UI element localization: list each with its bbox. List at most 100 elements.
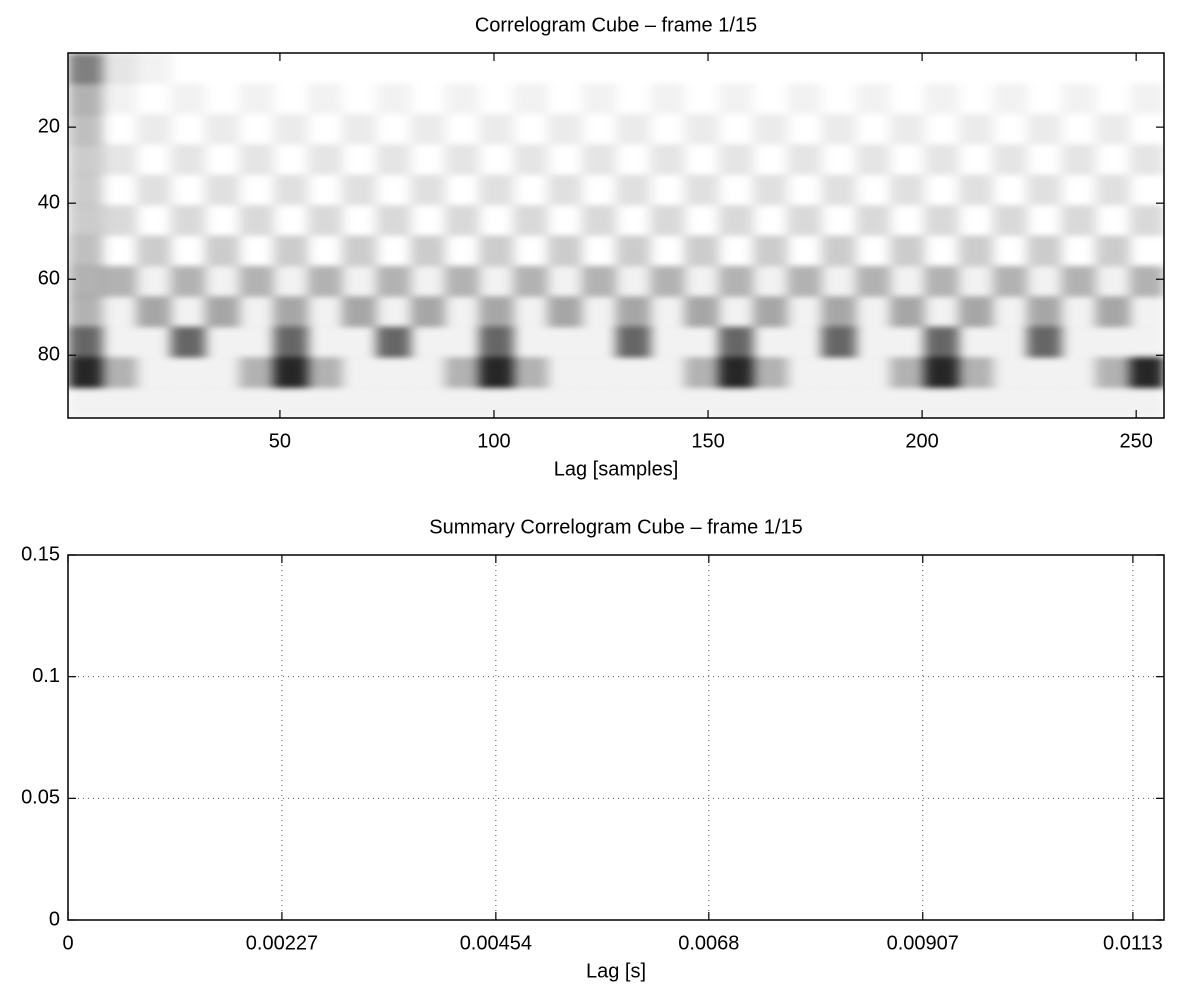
heatmap-cell [205,326,240,358]
heatmap-cell [684,357,720,389]
heatmap-cell [753,235,788,267]
heatmap-cell [1027,53,1062,84]
heatmap-cell [205,205,240,236]
x-tick-label: 250 [1119,430,1152,452]
heatmap-cell [890,387,925,418]
heatmap-cell [170,205,206,236]
heatmap-cell [239,144,274,176]
y-tick-label: 40 [38,191,60,213]
heatmap-cell [856,53,891,84]
heatmap-cell [307,296,343,328]
heatmap-cell [822,53,857,84]
heatmap-cell [753,265,788,297]
heatmap-cell [342,53,377,84]
heatmap-cell [273,357,309,389]
heatmap-cell [1061,387,1096,418]
heatmap-cell [719,114,754,145]
heatmap-cell [307,144,343,176]
heatmap-cell [239,236,274,267]
heatmap-cell [68,205,103,236]
heatmap-cell [307,83,343,115]
heatmap-cell [513,326,548,358]
heatmap-cell [170,144,206,176]
heatmap-cell [102,83,137,115]
heatmap-cell [924,53,959,84]
heatmap-cell [924,265,959,297]
heatmap-cell [547,265,583,297]
heatmap-cell [787,175,822,206]
heatmap-cell [1027,326,1062,358]
heatmap-cell [102,53,137,84]
heatmap-cell [959,144,994,175]
heatmap-cell [958,113,994,145]
heatmap-cell [1095,113,1131,145]
heatmap-cell [856,175,891,206]
heatmap-cell [342,387,377,418]
heatmap-cell [205,174,240,206]
heatmap-cell [1129,326,1164,358]
heatmap-cell [1095,357,1131,389]
heatmap-cell [376,114,411,145]
heatmap-cell [581,326,617,358]
heatmap-cell [1027,387,1062,418]
heatmap-cell [479,83,514,114]
heatmap-cell [992,144,1028,176]
heatmap-cell [959,205,994,236]
heatmap-cell [376,387,411,418]
heatmap-cell [992,83,1028,115]
heatmap-cell [376,236,411,267]
heatmap-cell [376,265,411,297]
heatmap-cell [787,236,822,267]
y-tick-label: 0 [49,908,60,930]
x-tick-label: 0.0068 [678,932,739,954]
heatmap-cell [102,205,137,236]
heatmap-cell [1129,296,1164,328]
heatmap-cell [410,265,446,297]
heatmap-cell [410,235,446,267]
heatmap-cell [239,53,274,84]
heatmap-cell [992,296,1028,328]
heatmap-cell [1061,265,1096,297]
heatmap-cell [719,236,754,267]
y-tick-label: 20 [38,115,60,137]
heatmap-cell [308,53,343,84]
heatmap-cell [821,174,857,206]
heatmap-cell [616,83,651,114]
heatmap-cell [1061,144,1096,176]
heatmap-cell [787,205,822,236]
heatmap-cell [753,83,788,114]
y-tick-label: 0.15 [21,543,60,565]
heatmap-cell [890,265,925,297]
heatmap-cell [1061,53,1096,84]
heatmap-cell [855,326,891,358]
heatmap-cell [1096,205,1131,236]
heatmap-cell [890,174,925,206]
heatmap-cell [855,296,891,328]
heatmap-cell [822,83,857,114]
heatmap-cell [992,387,1028,418]
heatmap-cell [171,236,206,267]
heatmap-cell [924,387,959,418]
heatmap-cell [924,326,959,358]
x-tick-label: 0.00907 [887,932,959,954]
heatmap-cell [239,265,274,297]
heatmap-cell [684,265,720,297]
heatmap-cell [581,144,617,176]
heatmap-cell [136,357,172,389]
heatmap-cell [581,387,617,418]
heatmap-cell [616,144,651,175]
heatmap-cell [718,387,754,418]
heatmap-cell [513,357,548,389]
plot-area [68,555,1164,920]
heatmap-cell [1061,175,1096,206]
heatmap-cell [444,205,480,236]
heatmap-cell [445,53,480,84]
heatmap-cell [650,175,685,206]
heatmap-cell [992,265,1028,297]
heatmap-cell [684,296,720,328]
heatmap-cell [444,265,480,297]
heatmap-cell [753,357,788,389]
heatmap-cell [376,175,411,206]
heatmap-cell [548,205,583,236]
